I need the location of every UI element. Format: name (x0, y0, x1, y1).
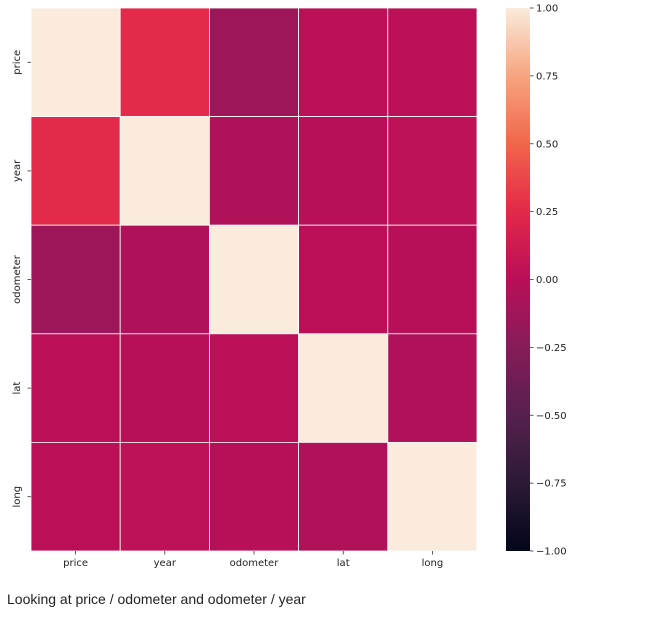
heatmap-cell-lat-lat (298, 333, 389, 443)
colorbar-gradient (506, 8, 530, 551)
heatmap-cell-lat-long (387, 333, 478, 443)
colorbar: 1.00 0.75 0.50 0.25 0.00 −0.25 −0.50 −0.75 −1.00 (506, 4, 567, 558)
heatmap-cell-lat-price (30, 333, 121, 443)
heatmap-cell-odometer-long (387, 224, 478, 335)
colorbar-tick-label: −0.25 (536, 343, 567, 354)
x-tick-label-long: long (422, 558, 444, 569)
colorbar-tick-label: 0.25 (536, 207, 558, 218)
heatmap-cell-long-lat (298, 441, 389, 552)
heatmap-cell-price-year (119, 7, 210, 117)
x-tick-label-lat: lat (337, 558, 350, 569)
heatmap-cell-year-odometer (208, 116, 299, 226)
heatmap-cell-odometer-odometer (208, 224, 299, 335)
heatmap-cell-price-price (30, 7, 121, 117)
y-tick-label-price: price (12, 50, 23, 75)
heatmap-cell-year-year (119, 116, 210, 226)
heatmap-cell-long-odometer (208, 441, 299, 552)
heatmap-cell-long-price (30, 441, 121, 552)
x-tick-label-odometer: odometer (230, 558, 280, 569)
heatmap-cell-year-lat (298, 116, 389, 226)
heatmap-cell-price-odometer (208, 7, 299, 117)
y-tick-label-lat: lat (12, 382, 23, 395)
heatmap-cell-odometer-price (30, 224, 121, 335)
y-axis-ticks: price year odometer lat long (12, 50, 31, 508)
heatmap-cell-odometer-year (119, 224, 210, 335)
colorbar-tick-label: 0.00 (536, 275, 558, 286)
colorbar-tick-label: 0.50 (536, 139, 558, 150)
x-tick-label-year: year (154, 558, 177, 569)
heatmap-cell-price-long (387, 7, 478, 117)
colorbar-ticks: 1.00 0.75 0.50 0.25 0.00 −0.25 −0.50 −0.75 −1.00 (530, 4, 567, 558)
heatmap-cell-lat-year (119, 333, 210, 443)
heatmap-cell-year-price (30, 116, 121, 226)
colorbar-tick-label: −0.50 (536, 411, 567, 422)
caption-text: Looking at price / odometer and odometer… (7, 591, 306, 607)
heatmap-cells (30, 7, 478, 552)
heatmap-cell-long-year (119, 441, 210, 552)
heatmap-cell-odometer-lat (298, 224, 389, 335)
y-tick-label-year: year (12, 159, 23, 182)
colorbar-tick-label: −0.75 (536, 479, 567, 490)
heatmap-cell-lat-odometer (208, 333, 299, 443)
colorbar-tick-label: 1.00 (536, 4, 558, 15)
heatmap-cell-price-lat (298, 7, 389, 117)
colorbar-tick-label: −1.00 (536, 547, 567, 558)
x-tick-label-price: price (63, 558, 88, 569)
y-tick-label-long: long (12, 486, 23, 508)
heatmap-cell-year-long (387, 116, 478, 226)
colorbar-tick-label: 0.75 (536, 71, 558, 82)
x-axis-ticks: price year odometer lat long (63, 551, 443, 569)
y-tick-label-odometer: odometer (12, 254, 23, 304)
heatmap-cell-long-long (387, 441, 478, 552)
